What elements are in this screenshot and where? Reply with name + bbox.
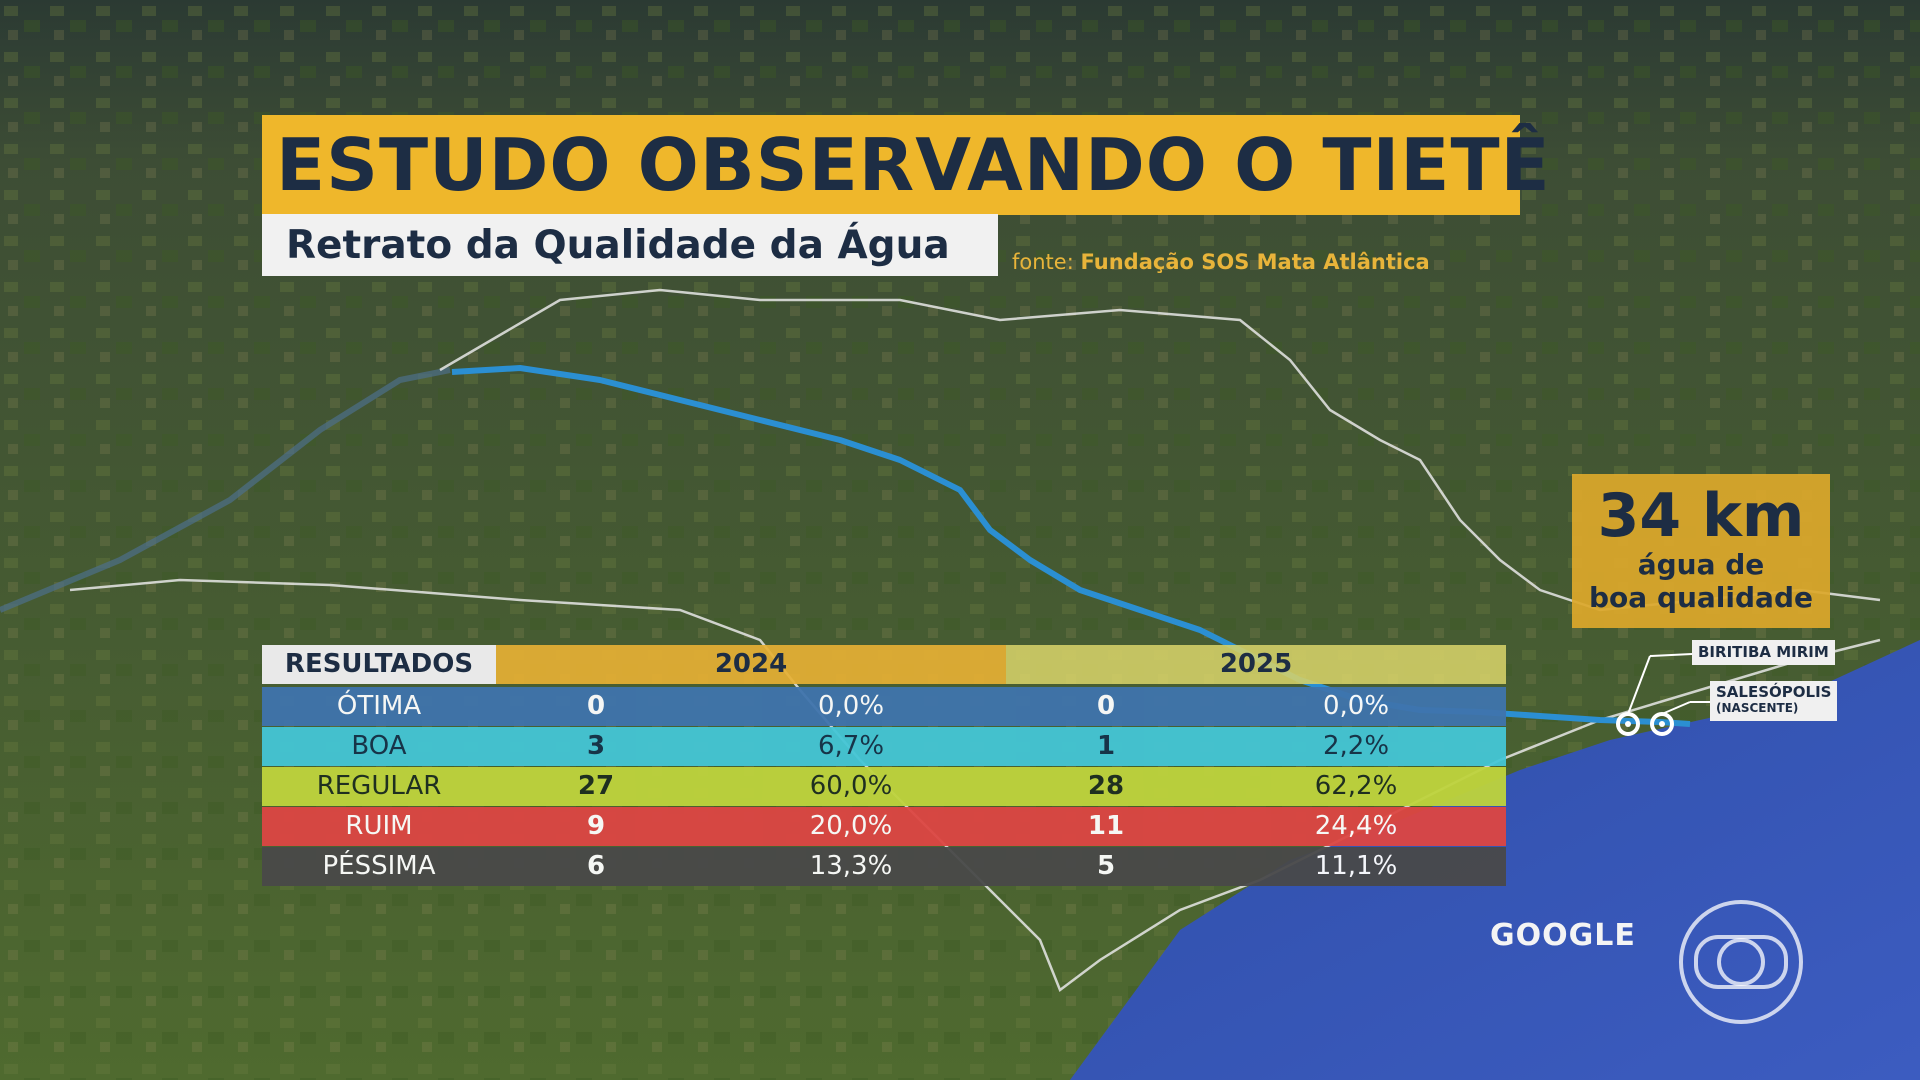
count-2024: 0: [586, 691, 606, 721]
title-banner: ESTUDO OBSERVANDO O TIETÊ: [262, 115, 1550, 215]
percent-2025: 0,0%: [1322, 691, 1390, 721]
quality-label: REGULAR: [316, 771, 442, 801]
table-header-label: RESULTADOS: [262, 645, 496, 684]
count-2024: 6: [586, 851, 606, 881]
callout-line-1: água de: [1637, 548, 1765, 581]
location-label-biritiba: BIRITIBA MIRIM: [1692, 640, 1835, 665]
count-2025: 5: [1096, 851, 1116, 881]
percent-2025: 11,1%: [1314, 851, 1398, 881]
biritiba-marker: [1616, 653, 1693, 736]
percent-2024: 0,0%: [817, 691, 885, 721]
percent-2025: 2,2%: [1322, 731, 1390, 761]
quality-label: PÉSSIMA: [322, 851, 436, 881]
map-credit: GOOGLE: [1490, 918, 1636, 953]
percent-2024: 60,0%: [809, 771, 893, 801]
percent-2025: 62,2%: [1314, 771, 1398, 801]
table-row: PÉSSIMA 6 13,3% 5 11,1%: [262, 847, 1506, 886]
source-prefix: fonte:: [1012, 250, 1074, 274]
count-2025: 11: [1087, 811, 1125, 841]
quality-label: BOA: [351, 731, 407, 761]
salesopolis-note: (NASCENTE): [1716, 701, 1799, 715]
distance-callout: 34 km água de boa qualidade: [1572, 474, 1830, 628]
percent-2024: 6,7%: [817, 731, 885, 761]
count-2024: 9: [586, 811, 606, 841]
table-row: RUIM 9 20,0% 11 24,4%: [262, 807, 1506, 846]
table-header-row: RESULTADOS 2024 2025: [262, 645, 1506, 684]
source-credit: fonte: Fundação SOS Mata Atlântica: [1012, 250, 1430, 274]
page-subtitle: Retrato da Qualidade da Água: [286, 222, 950, 268]
western-river: [0, 367, 451, 613]
page-title: ESTUDO OBSERVANDO O TIETÊ: [276, 123, 1551, 207]
quality-label: RUIM: [345, 811, 413, 841]
source-name: Fundação SOS Mata Atlântica: [1080, 250, 1430, 274]
table-row: REGULAR 27 60,0% 28 62,2%: [262, 767, 1506, 806]
table-header-2025: 2025: [1006, 645, 1506, 684]
count-2025: 28: [1087, 771, 1125, 801]
distance-value: 34 km: [1597, 481, 1805, 551]
percent-2025: 24,4%: [1314, 811, 1398, 841]
tiete-river: [451, 365, 1691, 727]
count-2024: 27: [577, 771, 615, 801]
table-row: ÓTIMA 0 0,0% 0 0,0%: [262, 687, 1506, 726]
callout-line-2: boa qualidade: [1589, 581, 1813, 614]
location-label-salesopolis: SALESÓPOLIS (NASCENTE): [1710, 681, 1838, 721]
percent-2024: 20,0%: [809, 811, 893, 841]
count-2025: 1: [1096, 731, 1116, 761]
results-table: RESULTADOS 2024 2025 ÓTIMA 0 0,0% 0 0,0% BOA 3…: [262, 645, 1506, 893]
table-header-2024: 2024: [496, 645, 1006, 684]
subtitle-banner: Retrato da Qualidade da Água: [262, 214, 998, 276]
count-2024: 3: [586, 731, 606, 761]
percent-2024: 13,3%: [809, 851, 893, 881]
count-2025: 0: [1096, 691, 1116, 721]
quality-label: ÓTIMA: [336, 691, 422, 721]
salesopolis-name: SALESÓPOLIS: [1716, 683, 1832, 701]
table-row: BOA 3 6,7% 1 2,2%: [262, 727, 1506, 766]
salesopolis-marker: [1650, 701, 1710, 736]
broadcaster-logo-icon: [1679, 900, 1803, 1024]
